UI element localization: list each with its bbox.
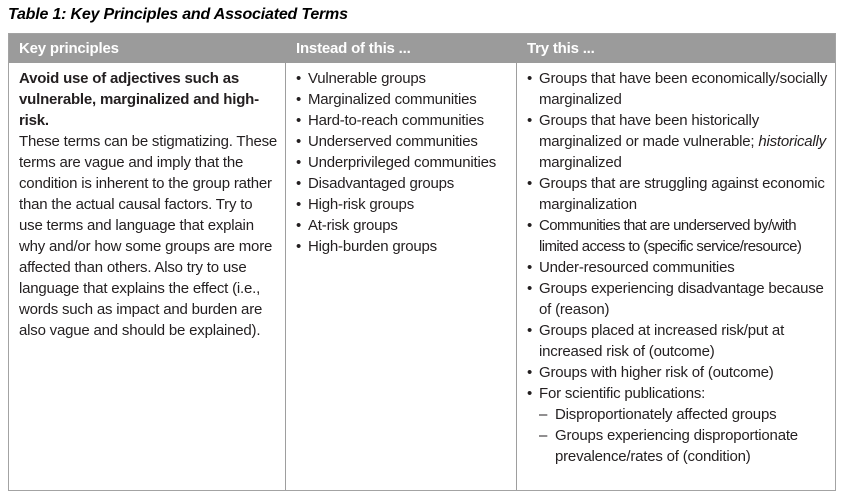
key-principles-table: Key principles Instead of this ... Try t… [8,33,836,491]
bullet-marker: • [296,196,302,213]
try-list-item: • Communities that are underserved by/​wi… [527,215,828,257]
try-item-text: Groups placed at increased risk/​put at … [539,322,785,360]
instead-list-item: • High-burden groups [296,236,509,257]
try-list-subitem: – Disproportionately affected groups [539,404,828,425]
bullet-marker: • [527,364,533,381]
instead-list-item: • At-risk groups [296,215,509,236]
try-item-text: For scientific publications: [539,385,706,402]
try-list-item: • Groups experiencing disadvantage becaus… [527,278,828,320]
column-header-key-principles: Key principles [9,34,286,63]
instead-item-text: At-risk groups [308,217,398,234]
bullet-marker: • [527,280,533,297]
bullet-marker: • [527,112,533,129]
try-list-item: • Under-resourced communities [527,257,828,278]
bullet-marker: • [296,133,302,150]
bullet-marker: • [296,175,302,192]
instead-item-text: Marginalized communities [308,91,477,108]
bullet-marker: • [527,385,533,402]
bullet-marker: • [527,259,533,276]
bullet-marker: • [527,175,533,192]
try-item-text: Groups experiencing disadvantage because… [539,280,824,318]
try-item-text: Groups with higher risk of (outcome) [539,364,774,381]
instead-item-text: Underserved communities [308,133,478,150]
instead-list-item: • Vulnerable groups [296,68,509,89]
instead-item-text: Hard-to-reach communities [308,112,484,129]
instead-list-item: • Hard-to-reach communities [296,110,509,131]
cell-instead-of-this: • Vulnerable groups • Marginalized communit… [286,63,517,490]
bullet-marker: • [296,238,302,255]
instead-item-text: Underprivileged communities [308,154,497,171]
cell-key-principles: Avoid use of adjectives such as vulnerab… [9,63,286,490]
instead-list: • Vulnerable groups • Marginalized communit… [296,68,509,257]
instead-item-text: High-risk groups [308,196,415,213]
bullet-marker: • [296,70,302,87]
try-list-item: • Groups placed at increased risk/​put at… [527,320,828,362]
cell-try-this: • Groups that have been economically/​soc… [517,63,835,490]
try-subitem-text: Disproportionately affected groups [555,406,777,423]
instead-list-item: • Marginalized communities [296,89,509,110]
bullet-marker: • [296,217,302,234]
column-header-try-this: Try this ... [517,34,835,63]
try-list-item: • Groups with higher risk of (outcome) [527,362,828,383]
try-list-item: • Groups that have been economically/​soc… [527,68,828,110]
try-list-item: • Groups that have been historically marg… [527,110,828,173]
instead-list-item: • Disadvantaged groups [296,173,509,194]
bullet-marker: • [527,217,533,234]
bullet-marker: • [296,112,302,129]
table-title: Table 1: Key Principles and Associated T… [8,6,348,23]
instead-item-text: Disadvantaged groups [308,175,455,192]
instead-list-item: • High-risk groups [296,194,509,215]
instead-item-text: Vulnerable groups [308,70,426,87]
column-header-instead-of-this: Instead of this ... [286,34,517,63]
instead-item-text: High-burden groups [308,238,437,255]
principle-description: These terms can be stigmatizing. These t… [19,133,278,339]
dash-marker: – [539,406,548,423]
try-list: • Groups that have been economically/​soc… [527,68,828,467]
dash-marker: – [539,427,548,444]
try-item-text: Under-resourced communities [539,259,735,276]
bullet-marker: • [296,91,302,108]
bullet-marker: • [527,322,533,339]
try-item-text: Groups that have been economically/​soci… [539,70,828,108]
bullet-marker: • [527,70,533,87]
try-item-text: Groups that are struggling against econo… [539,175,825,213]
try-list-item: • Groups that are struggling against econ… [527,173,828,215]
try-list-item: • For scientific publications: [527,383,828,404]
try-item-text: Communities that are underserved by/​wit… [539,217,802,255]
instead-list-item: • Underserved communities [296,131,509,152]
try-item-text: Groups that have been historically margi… [539,112,826,171]
bullet-marker: • [296,154,302,171]
try-list-subitem: – Groups experiencing disproportionate pr… [539,425,828,467]
try-subitem-text: Groups experiencing disproportionate pre… [555,427,798,465]
principle-bold-text: Avoid use of adjectives such as vulnerab… [19,70,259,129]
instead-list-item: • Underprivileged communities [296,152,509,173]
